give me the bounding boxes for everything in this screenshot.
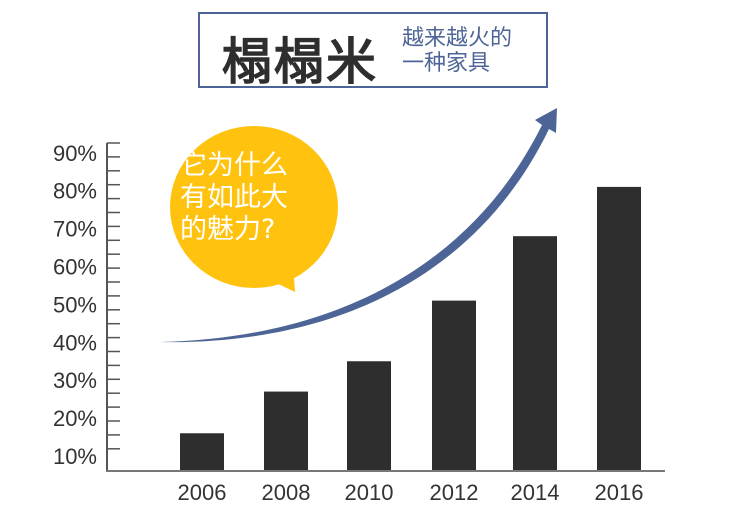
y-tick-label: 80% bbox=[53, 179, 97, 204]
callout-line: 它为什么 bbox=[180, 150, 288, 181]
y-axis-labels: 10% 20% 30% 40% 50% 60% 70% 80% 90% bbox=[53, 141, 97, 469]
bar-2008 bbox=[264, 391, 308, 470]
title-box: 榻榻米 越来越火的 一种家具 bbox=[198, 12, 548, 91]
callout-text: 它为什么 有如此大 的魅力? bbox=[180, 150, 330, 246]
speech-bubble bbox=[170, 126, 338, 292]
x-tick-label: 2010 bbox=[345, 480, 394, 505]
y-tick-label: 90% bbox=[53, 141, 97, 166]
bars bbox=[180, 186, 641, 470]
x-tick-label: 2006 bbox=[178, 480, 227, 505]
x-tick-label: 2016 bbox=[595, 480, 644, 505]
slogan-line-1: 越来越火的 bbox=[402, 26, 513, 51]
bar-2016 bbox=[597, 186, 641, 470]
y-tick-label: 40% bbox=[53, 330, 97, 355]
y-tick-label: 60% bbox=[53, 255, 97, 280]
x-tick-label: 2008 bbox=[262, 480, 311, 505]
bar-2012 bbox=[432, 300, 476, 470]
y-tick-label: 50% bbox=[53, 292, 97, 317]
callout-line: 的魅力? bbox=[180, 214, 276, 245]
y-tick-label: 10% bbox=[53, 444, 97, 469]
y-tick-label: 70% bbox=[53, 217, 97, 242]
x-tick-label: 2012 bbox=[430, 480, 479, 505]
x-tick-label: 2014 bbox=[511, 480, 560, 505]
bar-2010 bbox=[347, 361, 391, 470]
slogan: 越来越火的 一种家具 bbox=[402, 26, 512, 76]
trend-arrow bbox=[160, 108, 557, 343]
slogan-line-2: 一种家具 bbox=[402, 51, 491, 76]
x-axis-labels: 2006 2008 2010 2012 2014 2016 bbox=[178, 480, 644, 505]
callout-line: 有如此大 bbox=[180, 182, 288, 213]
y-axis-ticks bbox=[107, 142, 120, 450]
bar-2006 bbox=[180, 433, 224, 470]
brand-title: 榻榻米 bbox=[222, 33, 378, 91]
bar-2014 bbox=[513, 236, 557, 470]
y-tick-label: 30% bbox=[53, 368, 97, 393]
y-tick-label: 20% bbox=[53, 406, 97, 431]
